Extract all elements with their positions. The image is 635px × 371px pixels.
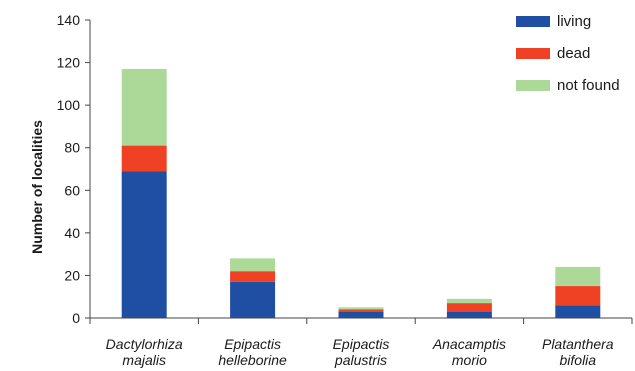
x-category-label-line: bifolia: [560, 352, 597, 368]
y-tick-label: 60: [64, 182, 80, 198]
y-tick-label: 120: [57, 55, 81, 71]
legend-label: living: [557, 13, 591, 30]
x-category-label: Anacamptis morio: [432, 336, 506, 368]
bar-segment-living: [121, 171, 167, 318]
legend: living dead not found: [516, 13, 620, 94]
x-category-label: Dactylorhiza majalis: [106, 336, 183, 368]
y-tick-label: 40: [64, 225, 80, 241]
y-axis: 0 20 40 60 80 100 120 140: [57, 12, 91, 326]
x-category-label-line: Epipactis: [224, 336, 281, 352]
x-category-label-line: Anacamptis: [432, 336, 506, 352]
bar-segment-not-found: [121, 68, 167, 146]
x-category-label: Epipactis palustris: [333, 336, 390, 368]
legend-label: dead: [557, 45, 590, 62]
legend-swatch: [516, 48, 550, 59]
bar-segment-not-found: [338, 307, 384, 310]
bars: [121, 68, 601, 318]
bar-segment-dead: [446, 303, 492, 312]
x-category-label: Epipactis helleborine: [218, 336, 287, 368]
x-category-label: Platanthera bifolia: [542, 336, 614, 368]
y-tick-label: 80: [64, 140, 80, 156]
bar-segment-living: [338, 311, 384, 318]
legend-label: not found: [557, 77, 620, 94]
legend-swatch: [516, 16, 550, 27]
y-axis-label: Number of localities: [29, 120, 45, 254]
bar-segment-not-found: [230, 258, 276, 272]
bar-segment-dead: [555, 286, 601, 306]
bar-segment-not-found: [446, 298, 492, 304]
x-category-label-line: Dactylorhiza: [106, 336, 183, 352]
y-tick-label: 100: [57, 97, 81, 113]
x-category-label-line: majalis: [122, 352, 166, 368]
bar-segment-dead: [230, 271, 276, 282]
bar-segment-dead: [338, 309, 384, 312]
bar-segment-living: [555, 305, 601, 318]
legend-swatch: [516, 80, 550, 91]
x-category-label-line: morio: [452, 352, 487, 368]
bar-segment-dead: [121, 145, 167, 172]
y-tick-label: 0: [72, 310, 80, 326]
x-category-label-line: Platanthera: [542, 336, 614, 352]
bar-segment-not-found: [555, 266, 601, 287]
bar-segment-living: [446, 311, 492, 318]
x-category-label-line: palustris: [334, 352, 387, 368]
bar-segment-living: [230, 281, 276, 318]
x-category-label-line: helleborine: [218, 352, 287, 368]
x-category-label-line: Epipactis: [333, 336, 390, 352]
y-tick-label: 140: [57, 12, 81, 28]
y-tick-label: 20: [64, 267, 80, 283]
